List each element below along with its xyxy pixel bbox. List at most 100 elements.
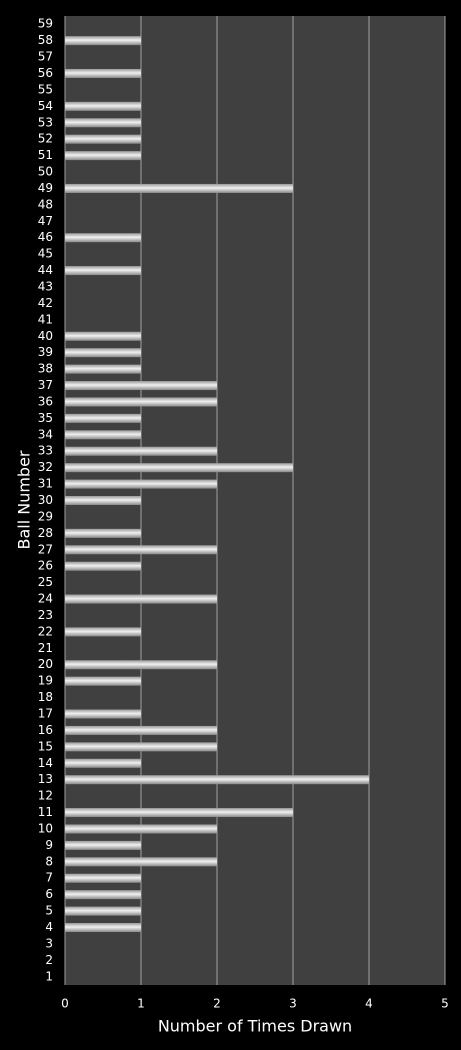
- y-tick-label: 8: [45, 854, 53, 868]
- y-tick-label: 39: [38, 345, 53, 359]
- bar: [65, 873, 141, 883]
- y-tick-label: 27: [38, 542, 53, 556]
- y-tick-label: 51: [38, 148, 53, 162]
- bar: [65, 397, 217, 407]
- bar: [65, 151, 141, 161]
- bar: [65, 545, 217, 555]
- y-tick-label: 56: [38, 66, 53, 80]
- bar: [65, 463, 293, 473]
- x-tick-label: 0: [61, 997, 69, 1011]
- bar: [65, 561, 141, 571]
- y-tick-label: 41: [38, 312, 53, 326]
- y-tick-label: 19: [38, 674, 53, 688]
- x-tick-label: 4: [365, 997, 373, 1011]
- y-tick-label: 53: [38, 115, 53, 129]
- x-tick-label: 3: [289, 997, 297, 1011]
- y-tick-label: 21: [38, 641, 53, 655]
- bar: [65, 758, 141, 768]
- x-tick-label: 5: [441, 997, 449, 1011]
- bar: [65, 118, 141, 128]
- y-tick-label: 5: [45, 904, 53, 918]
- y-tick-label: 40: [38, 329, 53, 343]
- y-tick-label: 43: [38, 279, 53, 293]
- y-tick-label: 28: [38, 526, 53, 540]
- bar: [65, 824, 217, 834]
- y-tick-label: 9: [45, 838, 53, 852]
- bar: [65, 709, 141, 719]
- y-tick-label: 37: [38, 378, 53, 392]
- bar: [65, 331, 141, 341]
- bar: [65, 36, 141, 46]
- y-tick-label: 10: [38, 821, 53, 835]
- y-tick-label: 13: [38, 772, 53, 786]
- bar: [65, 923, 141, 933]
- y-tick-label: 58: [38, 33, 53, 47]
- y-tick-label: 35: [38, 411, 53, 425]
- y-tick-label: 18: [38, 690, 53, 704]
- bar: [65, 676, 141, 686]
- bar: [65, 134, 141, 144]
- y-tick-label: 15: [38, 739, 53, 753]
- bar: [65, 890, 141, 900]
- bar: [65, 725, 217, 735]
- bar: [65, 742, 217, 752]
- y-tick-label: 11: [38, 805, 53, 819]
- bar: [65, 808, 293, 818]
- y-tick-label: 46: [38, 230, 53, 244]
- y-tick-label: 25: [38, 575, 53, 589]
- y-tick-label: 12: [38, 789, 53, 803]
- x-tick-label: 2: [213, 997, 221, 1011]
- y-tick-label: 29: [38, 509, 53, 523]
- y-tick-label: 14: [38, 756, 53, 770]
- y-tick-label: 48: [38, 197, 53, 211]
- bar: [65, 68, 141, 78]
- y-tick-label: 16: [38, 723, 53, 737]
- bar: [65, 627, 141, 637]
- y-tick-label: 2: [45, 953, 53, 967]
- y-tick-label: 17: [38, 707, 53, 721]
- bar: [65, 348, 141, 358]
- y-tick-label: 45: [38, 247, 53, 261]
- y-tick-label: 52: [38, 132, 53, 146]
- y-tick-label: 33: [38, 444, 53, 458]
- y-tick-label: 22: [38, 624, 53, 638]
- y-tick-label: 49: [38, 181, 53, 195]
- y-tick-label: 55: [38, 82, 53, 96]
- y-tick-label: 4: [45, 920, 53, 934]
- bar: [65, 446, 217, 456]
- y-tick-label: 6: [45, 887, 53, 901]
- y-tick-label: 44: [38, 263, 53, 277]
- y-tick-label: 20: [38, 657, 53, 671]
- bar: [65, 183, 293, 193]
- bar: [65, 528, 141, 538]
- y-tick-label: 1: [45, 969, 53, 983]
- bar: [65, 857, 217, 867]
- y-tick-label: 59: [38, 17, 53, 31]
- x-axis-title: Number of Times Drawn: [158, 1017, 352, 1036]
- bar: [65, 660, 217, 670]
- bar: [65, 775, 369, 785]
- y-tick-label: 7: [45, 871, 53, 885]
- y-tick-label: 50: [38, 165, 53, 179]
- bar: [65, 496, 141, 505]
- bar: [65, 479, 217, 489]
- bar: [65, 430, 141, 440]
- y-tick-label: 26: [38, 559, 53, 573]
- bar: [65, 413, 141, 423]
- y-tick-label: 54: [38, 99, 53, 113]
- y-tick-label: 24: [38, 592, 53, 606]
- bar: [65, 233, 141, 243]
- bar: [65, 906, 141, 916]
- y-tick-label: 32: [38, 460, 53, 474]
- bar: [65, 840, 141, 850]
- y-tick-label: 36: [38, 394, 53, 408]
- bar: [65, 266, 141, 276]
- y-tick-label: 30: [38, 493, 53, 507]
- y-tick-label: 31: [38, 477, 53, 491]
- y-tick-label: 42: [38, 296, 53, 310]
- y-tick-label: 23: [38, 608, 53, 622]
- y-tick-label: 47: [38, 214, 53, 228]
- x-tick-label: 1: [137, 997, 145, 1011]
- y-tick-label: 34: [38, 427, 53, 441]
